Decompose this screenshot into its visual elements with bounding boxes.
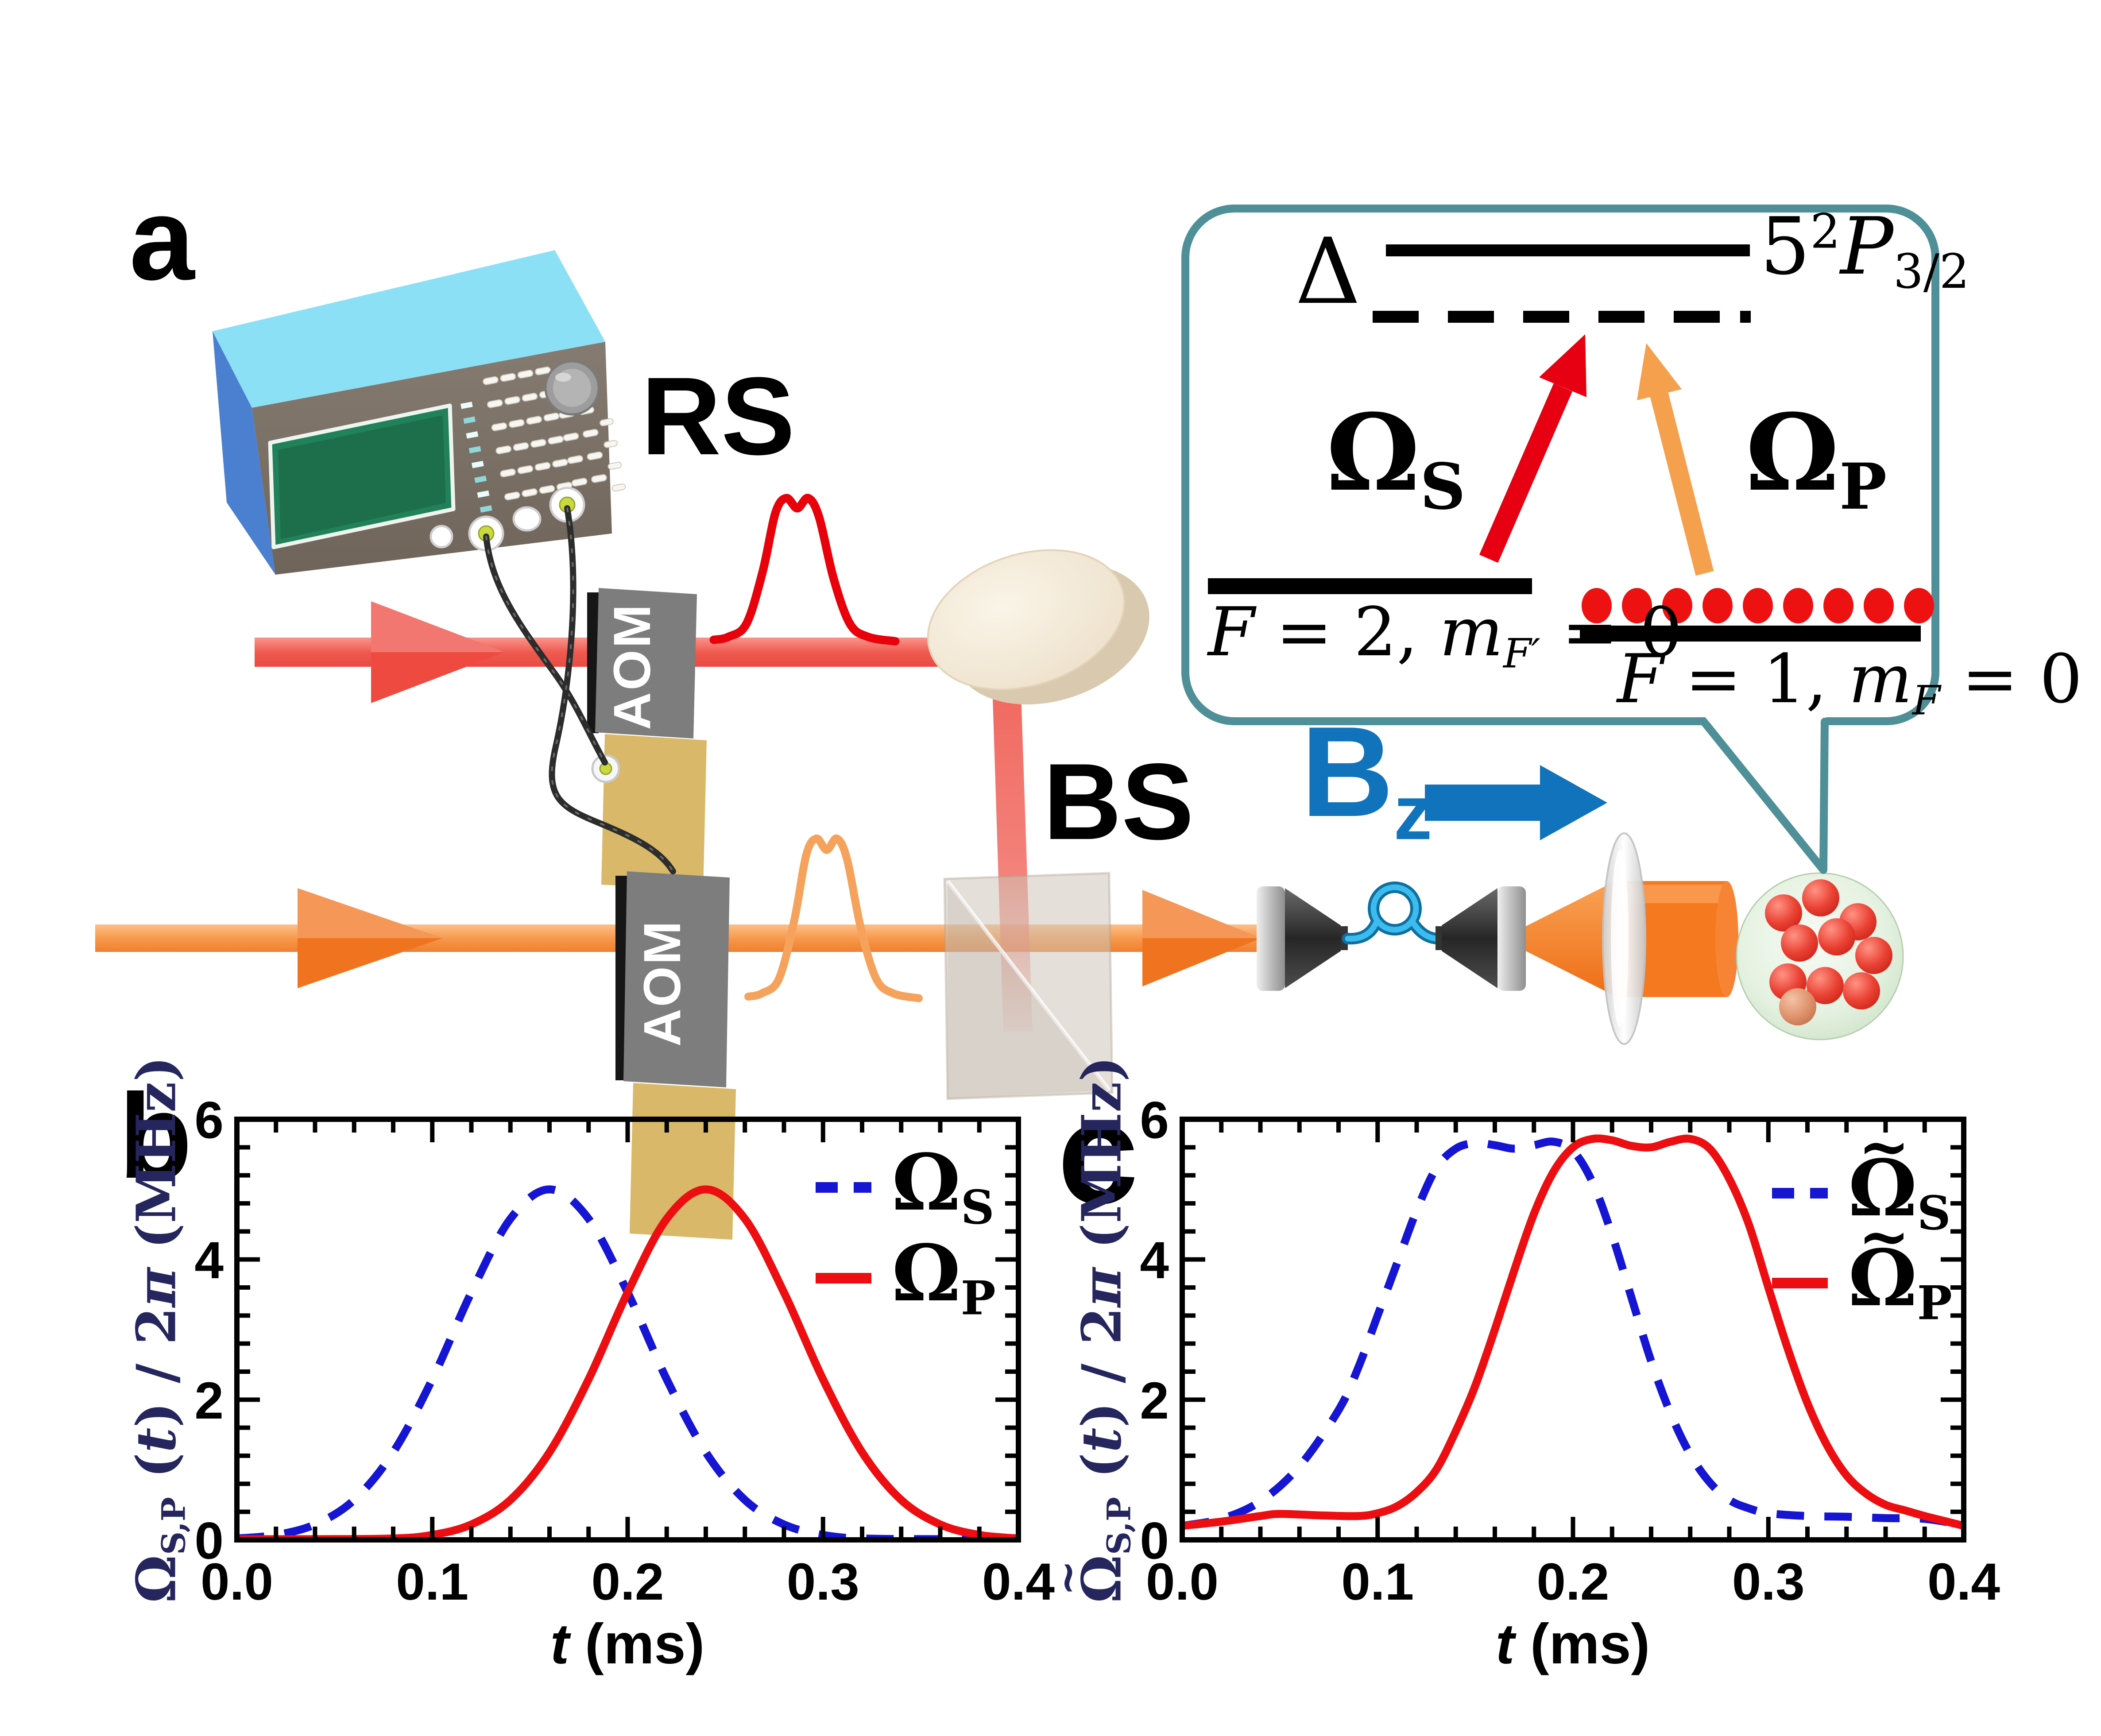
- svg-text:0.0: 0.0: [201, 1553, 273, 1611]
- population-dots: [1582, 588, 1934, 623]
- f1-state-label: F = 1, mF = 0: [1617, 640, 2082, 724]
- legend-entry: Ω ~ S: [1772, 1110, 1951, 1241]
- bubble-tail: [1700, 714, 1829, 874]
- bz-text-label: Bz: [1301, 700, 1432, 856]
- dashed-virtual-level: [1373, 311, 1751, 323]
- beam-splitter-cube: [943, 872, 1114, 1100]
- fiber-coupler-left: [1257, 886, 1348, 991]
- mirror: [927, 549, 1149, 705]
- aom1-label: AOM: [603, 603, 662, 730]
- rf-cables: [483, 505, 676, 874]
- plot-c-xtitle: t (ms): [1495, 1612, 1650, 1676]
- svg-text:0.1: 0.1: [1341, 1553, 1414, 1611]
- omega-p-label: ΩP: [1745, 391, 1887, 524]
- output-beam-cone: [1526, 880, 1617, 997]
- output-connector-mid: [512, 506, 542, 532]
- delta-label: Δ: [1295, 219, 1361, 325]
- svg-text:0.3: 0.3: [1732, 1553, 1805, 1611]
- svg-text:4: 4: [1140, 1231, 1169, 1290]
- legend-entry: ΩS: [816, 1137, 994, 1235]
- aom1: AOM: [587, 588, 707, 891]
- red-pulse-trace: [709, 494, 900, 646]
- lens: [1602, 832, 1646, 1045]
- omega-p-arrow: [1637, 343, 1714, 576]
- svg-text:6: 6: [1140, 1091, 1169, 1149]
- atoms: [1765, 879, 1892, 1025]
- fiber-coupler-right: [1435, 886, 1526, 991]
- plot-c: 0.0 0.1 0.2 0.3 0.4 0 2 4 6: [1140, 1091, 2000, 1611]
- f2-level-line: [1208, 578, 1532, 594]
- svg-text:2: 2: [1140, 1372, 1169, 1430]
- atom-cloud: [1736, 872, 1904, 1040]
- svg-text:2: 2: [194, 1372, 224, 1430]
- rf-signal-generator: [213, 250, 626, 575]
- panel-a-label: a: [129, 174, 195, 305]
- omega-s-arrow: [1479, 334, 1586, 563]
- svg-text:0: 0: [1140, 1512, 1169, 1570]
- bz-arrow: [1425, 765, 1607, 840]
- svg-text:0.1: 0.1: [396, 1553, 468, 1611]
- small-connector: [429, 525, 453, 549]
- f1-level-line: [1580, 626, 1921, 642]
- rs-text-label: RS: [641, 354, 795, 478]
- svg-text:0.3: 0.3: [787, 1553, 859, 1611]
- button-grid: [483, 366, 626, 501]
- svg-text:6: 6: [194, 1091, 224, 1149]
- svg-text:4: 4: [194, 1231, 224, 1290]
- plot-b-ytitle: ΩS,P (t) / 2π (MHz): [124, 1056, 193, 1603]
- bs-text-label: BS: [1043, 741, 1194, 862]
- svg-text:0.2: 0.2: [1536, 1553, 1609, 1611]
- svg-text:0.0: 0.0: [1146, 1553, 1219, 1611]
- level-diagram: [1208, 244, 1934, 642]
- f2-state-label: F = 2, mF′ = 0: [1208, 593, 1683, 677]
- svg-text:0.4: 0.4: [982, 1553, 1055, 1611]
- legend-entry: ΩP: [816, 1228, 996, 1326]
- svg-text:0.2: 0.2: [591, 1553, 664, 1611]
- plot-c-ytitle: Ω ~ S,P (t) / 2π (MHz): [1041, 1056, 1138, 1603]
- orange-pulse-trace: [744, 834, 923, 1002]
- omega-s-label: ΩS: [1326, 391, 1466, 524]
- optical-fiber-loop: [1342, 882, 1442, 945]
- svg-text:0: 0: [194, 1512, 224, 1570]
- plot-b-xtitle: t (ms): [550, 1612, 705, 1676]
- panel-b-label: b: [119, 1069, 193, 1203]
- panel-c-label: c: [1057, 1071, 1139, 1234]
- aom2-label: AOM: [633, 919, 692, 1046]
- legend-entry: Ω ~ P: [1772, 1200, 1952, 1330]
- excited-state-label: 52P3/2: [1760, 201, 1969, 300]
- led-column: [460, 402, 492, 513]
- plot-b: 0.0 0.1 0.2 0.3 0.4 0 2 4 6: [194, 1091, 1055, 1611]
- aom2: AOM: [615, 871, 736, 1240]
- svg-text:0.4: 0.4: [1927, 1553, 2000, 1611]
